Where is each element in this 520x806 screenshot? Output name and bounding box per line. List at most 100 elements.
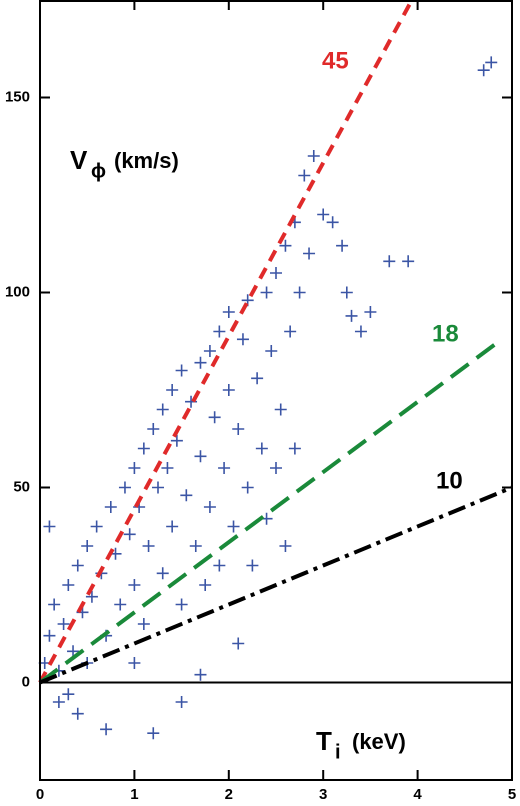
y-tick-label: 100 <box>5 283 30 300</box>
point <box>147 727 160 740</box>
x-tick-label: 0 <box>36 786 44 803</box>
x-axis-label-unit: (keV) <box>352 729 406 754</box>
point <box>194 450 207 463</box>
point <box>270 462 282 474</box>
point <box>307 150 320 162</box>
point <box>118 481 131 494</box>
line-label: 45 <box>322 47 349 74</box>
point <box>279 540 292 552</box>
point <box>137 442 150 455</box>
point <box>52 696 65 708</box>
point <box>104 501 117 513</box>
point <box>213 559 226 572</box>
point <box>175 598 188 611</box>
point <box>175 696 188 708</box>
point <box>180 489 193 502</box>
point <box>208 411 221 424</box>
plot-frame <box>39 0 513 781</box>
point <box>128 657 141 669</box>
point <box>100 723 113 736</box>
line <box>38 342 497 685</box>
x-axis-label: T <box>316 726 332 756</box>
point <box>265 345 278 357</box>
point <box>71 707 84 720</box>
point <box>354 325 367 338</box>
point <box>213 325 226 338</box>
point <box>251 372 264 385</box>
point <box>189 540 202 552</box>
point <box>383 255 396 268</box>
point <box>166 520 179 533</box>
point <box>114 598 127 611</box>
point <box>71 559 84 572</box>
point <box>67 645 80 658</box>
point <box>142 540 155 552</box>
point <box>62 579 75 591</box>
point <box>270 267 282 279</box>
point <box>227 520 240 533</box>
point <box>293 286 306 299</box>
point <box>137 618 150 630</box>
point <box>218 462 231 474</box>
point <box>147 423 160 435</box>
point <box>48 598 61 611</box>
point <box>199 579 212 591</box>
point <box>241 481 254 494</box>
point <box>43 520 56 533</box>
point <box>364 306 377 318</box>
point <box>161 462 174 474</box>
point <box>284 325 297 338</box>
point <box>236 333 249 346</box>
point <box>477 64 490 77</box>
point <box>485 56 498 69</box>
x-tick-label: 4 <box>413 786 422 803</box>
point <box>194 356 207 369</box>
point <box>128 579 141 591</box>
point <box>326 216 339 229</box>
point <box>90 520 103 533</box>
point <box>279 239 292 252</box>
line-label: 18 <box>432 320 459 347</box>
x-tick-label: 2 <box>225 786 233 803</box>
point <box>222 384 235 396</box>
point <box>203 501 216 513</box>
point <box>317 208 330 221</box>
line <box>39 485 513 685</box>
point <box>156 403 169 416</box>
y-tick-label: 0 <box>22 673 30 690</box>
point <box>232 423 245 435</box>
point <box>288 442 301 455</box>
point <box>246 559 259 572</box>
x-axis-label-sub: i <box>335 741 341 763</box>
point <box>152 481 164 494</box>
point <box>402 255 415 268</box>
point <box>222 306 235 318</box>
point <box>274 403 287 416</box>
point <box>43 629 56 642</box>
line-label: 10 <box>436 467 463 494</box>
y-axis-label-sub: ϕ <box>91 160 106 182</box>
y-tick-label: 150 <box>5 88 30 105</box>
y-axis-label-unit: (km/s) <box>114 148 179 173</box>
point <box>170 434 183 447</box>
point <box>128 462 141 474</box>
point <box>166 384 179 396</box>
y-axis-label: V <box>70 145 88 175</box>
point <box>340 286 353 299</box>
x-tick-label: 1 <box>130 786 138 803</box>
point <box>303 247 316 260</box>
point <box>203 345 216 357</box>
point <box>81 540 94 552</box>
point <box>260 286 273 299</box>
point <box>62 688 75 701</box>
point <box>255 442 268 455</box>
point <box>336 239 349 252</box>
point <box>123 528 136 541</box>
x-tick-label: 3 <box>319 786 327 803</box>
point <box>232 637 245 650</box>
point <box>57 618 70 630</box>
point <box>156 567 169 580</box>
point <box>85 590 98 603</box>
point <box>298 169 311 182</box>
